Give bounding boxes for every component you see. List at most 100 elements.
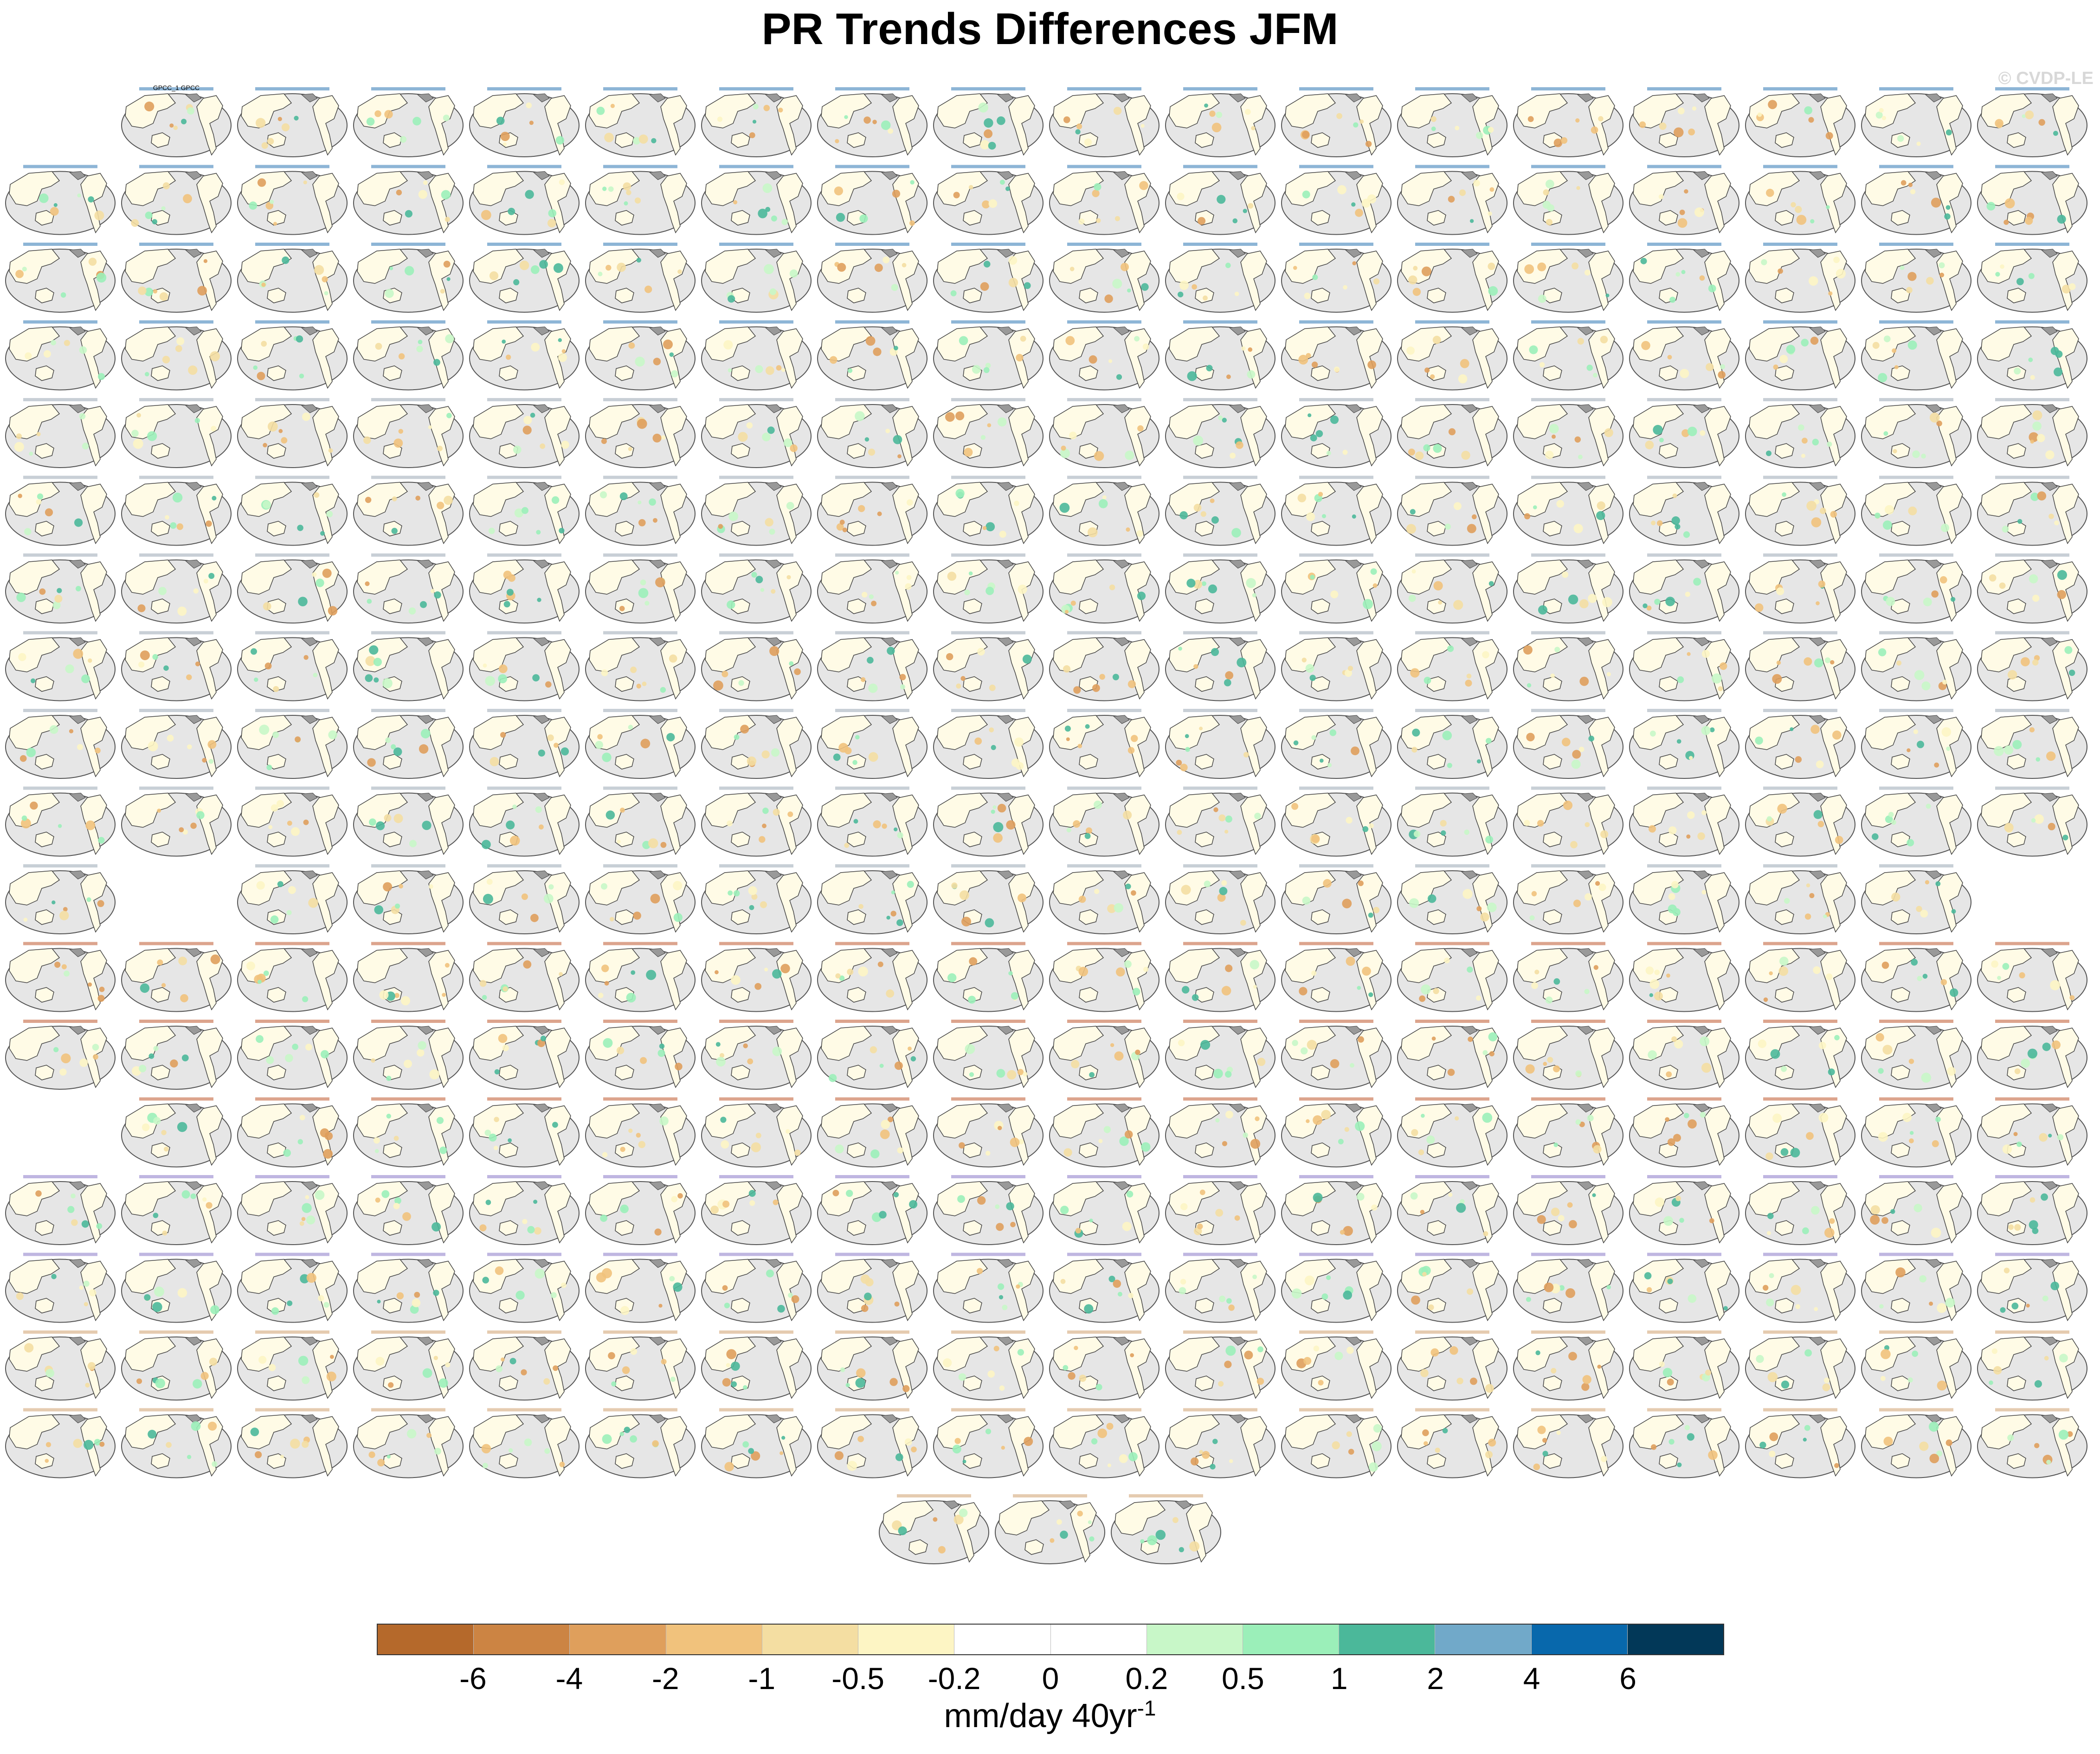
map-panel	[817, 1175, 928, 1245]
trend-patch	[2062, 835, 2068, 841]
trend-patch	[1908, 1059, 1914, 1064]
trend-patch	[443, 261, 451, 268]
panel-label	[1647, 320, 1721, 324]
americas-landmass	[544, 406, 571, 467]
map-panel	[585, 243, 696, 313]
map-panel	[1165, 320, 1275, 391]
trend-patch	[1412, 288, 1421, 296]
australia-landmass	[499, 1298, 518, 1314]
eurasia-landmass	[1169, 637, 1220, 673]
americas-landmass	[1124, 1183, 1151, 1244]
trend-patch	[1890, 1209, 1895, 1214]
trend-patch	[1688, 756, 1693, 760]
eurasia-landmass	[125, 715, 176, 750]
map-panel	[121, 631, 232, 701]
eurasia-landmass	[705, 715, 756, 750]
map-panel	[933, 1175, 1044, 1245]
colorbar-tick-label: -0.2	[928, 1661, 981, 1696]
trend-patch	[1092, 189, 1100, 197]
trend-patch	[606, 264, 612, 271]
panel-label	[603, 1408, 677, 1412]
trend-patch	[193, 588, 199, 594]
panel-label	[1415, 1097, 1489, 1101]
americas-landmass	[428, 1338, 455, 1399]
map-panel	[1397, 1408, 1507, 1478]
trend-patch	[1308, 413, 1312, 418]
americas-landmass	[80, 251, 107, 311]
eurasia-landmass	[1517, 559, 1568, 595]
trend-patch	[1240, 919, 1246, 926]
panel-label	[371, 1330, 445, 1334]
map-panel	[1861, 786, 1971, 857]
missing-data-region	[301, 93, 318, 103]
trend-patch	[50, 207, 59, 216]
map-panel	[1397, 1175, 1507, 1245]
eurasia-landmass	[998, 1500, 1050, 1536]
australia-landmass	[615, 365, 634, 381]
trend-patch	[2058, 1430, 2069, 1440]
trend-patch	[638, 134, 648, 144]
trend-patch	[1602, 597, 1612, 607]
missing-data-region	[185, 1026, 202, 1035]
map-panel	[1861, 320, 1971, 391]
panel-label	[1067, 1408, 1141, 1412]
map-panel	[933, 243, 1044, 313]
trend-patch	[303, 655, 309, 660]
panel-label	[1531, 631, 1605, 635]
trend-patch	[1373, 278, 1380, 285]
missing-data-region	[765, 1414, 782, 1424]
trend-patch	[388, 1382, 394, 1388]
trend-patch	[1600, 830, 1609, 838]
trend-patch	[1668, 1439, 1675, 1445]
missing-data-region	[1809, 637, 1826, 647]
trend-patch	[1769, 1432, 1778, 1441]
missing-data-region	[1461, 249, 1478, 258]
trend-patch	[54, 595, 63, 603]
trend-patch	[868, 752, 878, 762]
trend-patch	[1523, 645, 1533, 655]
map-panel	[701, 1330, 812, 1401]
trend-patch	[384, 110, 393, 119]
trend-patch	[404, 1060, 412, 1068]
americas-landmass	[1704, 1183, 1731, 1244]
eurasia-landmass	[1401, 93, 1452, 128]
missing-data-region	[765, 171, 782, 180]
map-panel	[1281, 1020, 1391, 1090]
australia-landmass	[1659, 443, 1678, 459]
trend-patch	[1406, 346, 1415, 355]
missing-data-region	[1113, 1181, 1130, 1190]
trend-patch	[1410, 668, 1420, 678]
trend-patch	[1128, 1452, 1138, 1462]
panel-label	[1531, 864, 1605, 867]
trend-patch	[1806, 501, 1817, 511]
trend-patch	[1020, 335, 1026, 342]
trend-patch	[660, 687, 666, 693]
trend-patch	[1534, 970, 1540, 975]
trend-patch	[734, 734, 740, 740]
trend-patch	[1778, 268, 1783, 274]
trend-patch	[1935, 881, 1941, 887]
trend-patch	[859, 214, 868, 223]
trend-patch	[538, 749, 545, 757]
trend-patch	[1806, 883, 1810, 887]
trend-patch	[1018, 585, 1027, 594]
australia-landmass	[267, 676, 286, 692]
australia-landmass	[151, 754, 170, 770]
trend-patch	[1579, 676, 1589, 686]
trend-patch	[280, 1455, 284, 1458]
trend-patch	[619, 606, 625, 611]
trend-patch	[1929, 1453, 1939, 1464]
trend-patch	[555, 136, 565, 145]
panel-label	[1531, 475, 1605, 479]
trend-patch	[1937, 1303, 1947, 1313]
map-panel	[1629, 553, 1739, 623]
trend-patch	[1124, 1130, 1133, 1139]
australia-landmass	[1195, 1065, 1214, 1080]
trend-patch	[1176, 759, 1182, 766]
trend-patch	[958, 1373, 966, 1381]
trend-patch	[1772, 674, 1782, 684]
americas-landmass	[1588, 95, 1615, 156]
trend-patch	[1779, 354, 1788, 363]
trend-patch	[85, 820, 96, 830]
trend-patch	[2022, 114, 2026, 118]
